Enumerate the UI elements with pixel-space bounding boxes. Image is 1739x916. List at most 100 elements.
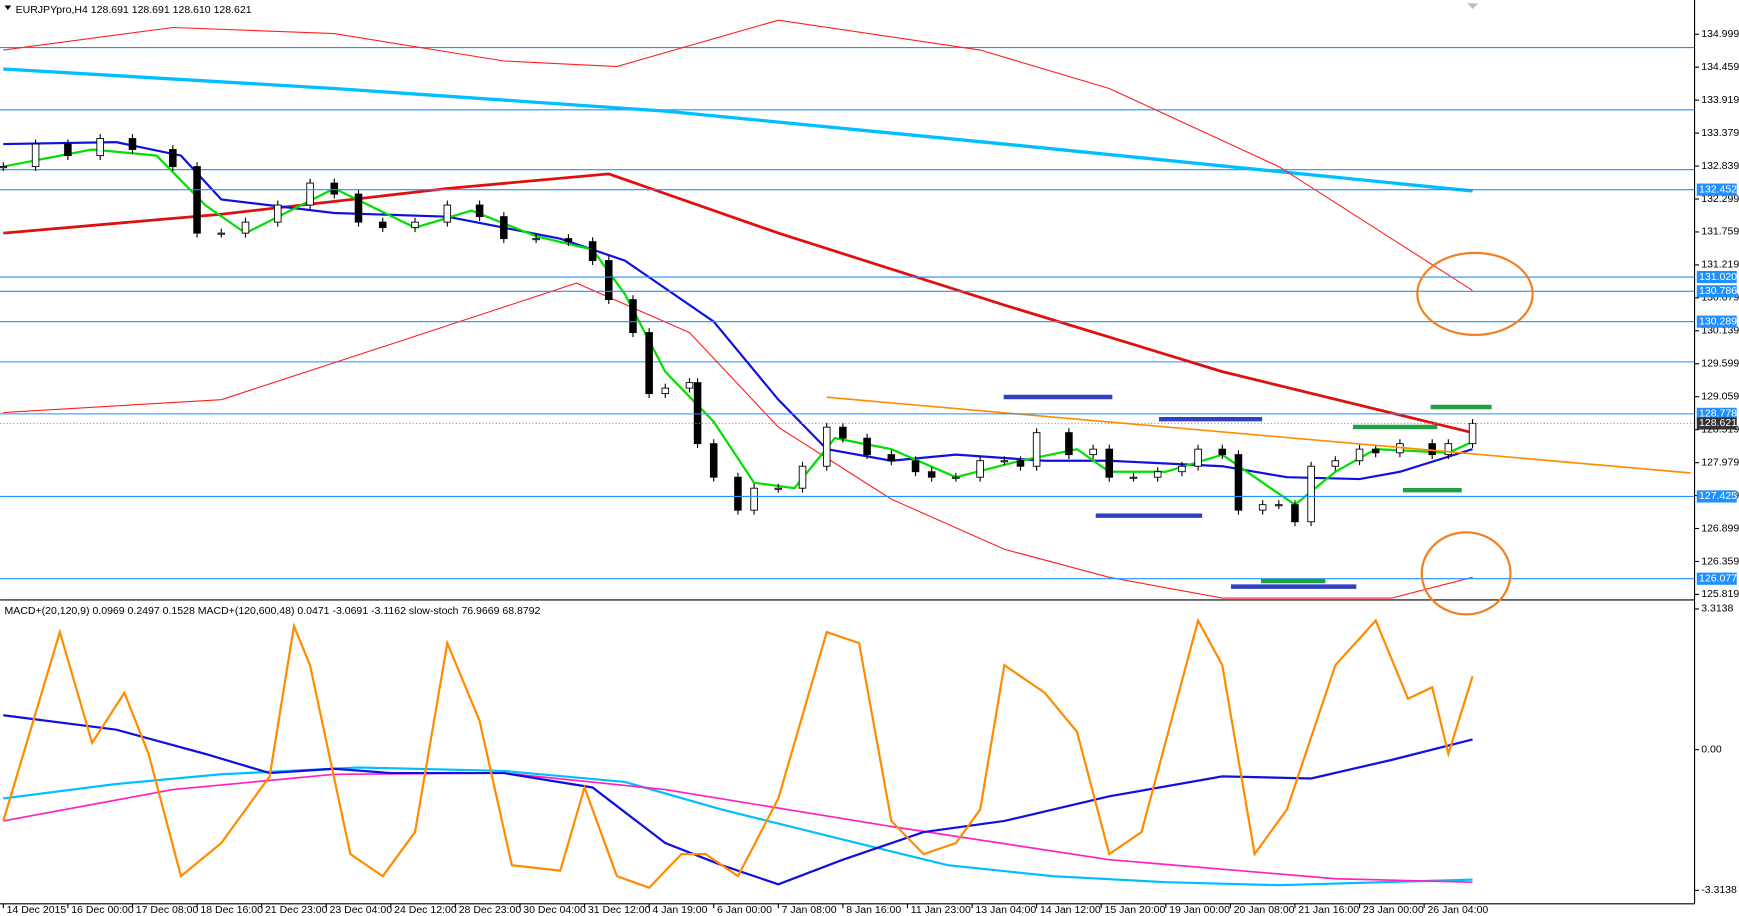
- candle: [1194, 448, 1202, 467]
- x-tick-label: 14 Dec 2015: [7, 904, 67, 916]
- candle: [645, 332, 653, 395]
- chart-header: EURJPYpro,H4 128.691 128.691 128.610 128…: [16, 4, 252, 16]
- candle: [169, 149, 177, 168]
- candle: [709, 443, 718, 478]
- candle: [1000, 460, 1009, 463]
- candle: [217, 232, 226, 235]
- level-label-box: [1696, 285, 1737, 298]
- level-label-box: [1696, 315, 1737, 328]
- moving-average: [3, 282, 1473, 599]
- candle: [1291, 504, 1299, 523]
- y-tick-label: 134.999: [1701, 28, 1739, 40]
- candle: [839, 426, 847, 439]
- level-label: 130.289: [1699, 315, 1737, 327]
- y-tick-label: 134.459: [1701, 61, 1739, 73]
- candle: [1178, 465, 1186, 473]
- y-tick-label: 129.059: [1701, 391, 1739, 403]
- x-tick-label: 16 Dec 00:00: [71, 904, 134, 916]
- highlight-circle: [1420, 531, 1512, 616]
- level-label: 126.077: [1699, 572, 1737, 584]
- candle: [241, 221, 250, 234]
- moving-average: [3, 148, 1474, 507]
- level-label: 132.452: [1699, 183, 1737, 195]
- candle: [1275, 504, 1283, 507]
- x-tick-label: 13 Jan 04:00: [975, 904, 1036, 916]
- y-tick-label: 132.839: [1701, 160, 1739, 172]
- candle: [354, 193, 363, 223]
- x-tick-label: 18 Dec 16:00: [200, 904, 263, 916]
- dropdown-icon[interactable]: [4, 5, 12, 10]
- current-price-box: [1696, 417, 1737, 430]
- current-price-label: 128.621: [1699, 417, 1737, 429]
- y-tick-label: 0.00: [1701, 743, 1722, 755]
- candle: [1468, 423, 1477, 445]
- candle: [1331, 460, 1340, 467]
- indicator-line: [3, 772, 1473, 884]
- y-tick-label: 131.219: [1701, 259, 1739, 271]
- x-tick-label: 30 Dec 04:00: [523, 904, 586, 916]
- level-label-box: [1696, 183, 1737, 196]
- y-tick-label: 133.379: [1701, 127, 1739, 139]
- y-tick-label: 127.979: [1701, 456, 1739, 468]
- y-tick-label: -3.3138: [1701, 884, 1737, 896]
- candle: [1307, 465, 1315, 523]
- candle: [1444, 443, 1453, 456]
- candle: [1258, 504, 1267, 511]
- candle: [750, 487, 758, 511]
- candle: [1428, 443, 1436, 456]
- macd-panel: 3.3138 0.00 -3.3138: [2, 603, 1737, 896]
- candle: [1234, 454, 1243, 511]
- candle: [822, 426, 831, 467]
- y-tick-label: 126.899: [1701, 522, 1739, 534]
- candle: [500, 216, 508, 240]
- candle: [193, 166, 201, 234]
- x-tick-label: 28 Dec 23:00: [459, 904, 522, 916]
- candle: [128, 138, 137, 150]
- candle: [96, 138, 104, 157]
- candle: [604, 260, 613, 301]
- candle: [863, 437, 871, 456]
- moving-average: [3, 172, 1473, 435]
- candle: [378, 221, 387, 229]
- highlight-circle: [1416, 251, 1534, 337]
- level-label-box: [1696, 490, 1737, 503]
- y-tick-label: 129.599: [1701, 358, 1739, 370]
- candle: [629, 299, 637, 334]
- candle: [588, 241, 597, 262]
- candle: [330, 182, 339, 195]
- x-tick-label: 19 Jan 00:00: [1169, 904, 1230, 916]
- candle: [774, 487, 783, 490]
- candle: [532, 238, 540, 241]
- candle: [1089, 448, 1097, 456]
- candle: [1016, 460, 1025, 467]
- indicator-header: MACD+(20,120,9) 0.0969 0.2497 0.1528 MAC…: [5, 605, 541, 617]
- y-tick-label: 125.819: [1701, 588, 1739, 600]
- y-tick-label: 3.3138: [1701, 603, 1733, 615]
- candle: [1032, 432, 1041, 467]
- level-label-box: [1696, 270, 1737, 284]
- x-tick-label: 15 Jan 20:00: [1105, 904, 1166, 916]
- x-tick-label: 8 Jan 16:00: [846, 904, 901, 916]
- y-tick-label: 126.359: [1701, 555, 1739, 567]
- level-label: 127.425: [1699, 490, 1737, 502]
- candle: [1105, 448, 1114, 478]
- x-tick-label: 21 Dec 23:00: [265, 904, 328, 916]
- candle: [1355, 448, 1364, 462]
- candle: [1129, 476, 1138, 479]
- trendline: [826, 396, 1691, 474]
- candle: [411, 221, 419, 229]
- price-panel: 134.999 134.459 133.919 133.379 132.839 132.2…: [0, 19, 1739, 600]
- level-label-box: [1696, 572, 1737, 585]
- candle: [734, 476, 742, 511]
- moving-average: [3, 141, 1473, 481]
- x-tick-label: 17 Dec 08:00: [136, 904, 199, 916]
- x-tick-label: 20 Jan 08:00: [1234, 904, 1295, 916]
- candle: [798, 465, 807, 489]
- indicator-line: [3, 766, 1473, 887]
- candle: [1153, 471, 1162, 478]
- x-tick-label: 6 Jan 00:00: [717, 904, 772, 916]
- indicator-line: [2, 617, 1474, 890]
- level-label: 128.778: [1699, 408, 1737, 420]
- x-tick-label: 11 Jan 23:00: [911, 904, 971, 916]
